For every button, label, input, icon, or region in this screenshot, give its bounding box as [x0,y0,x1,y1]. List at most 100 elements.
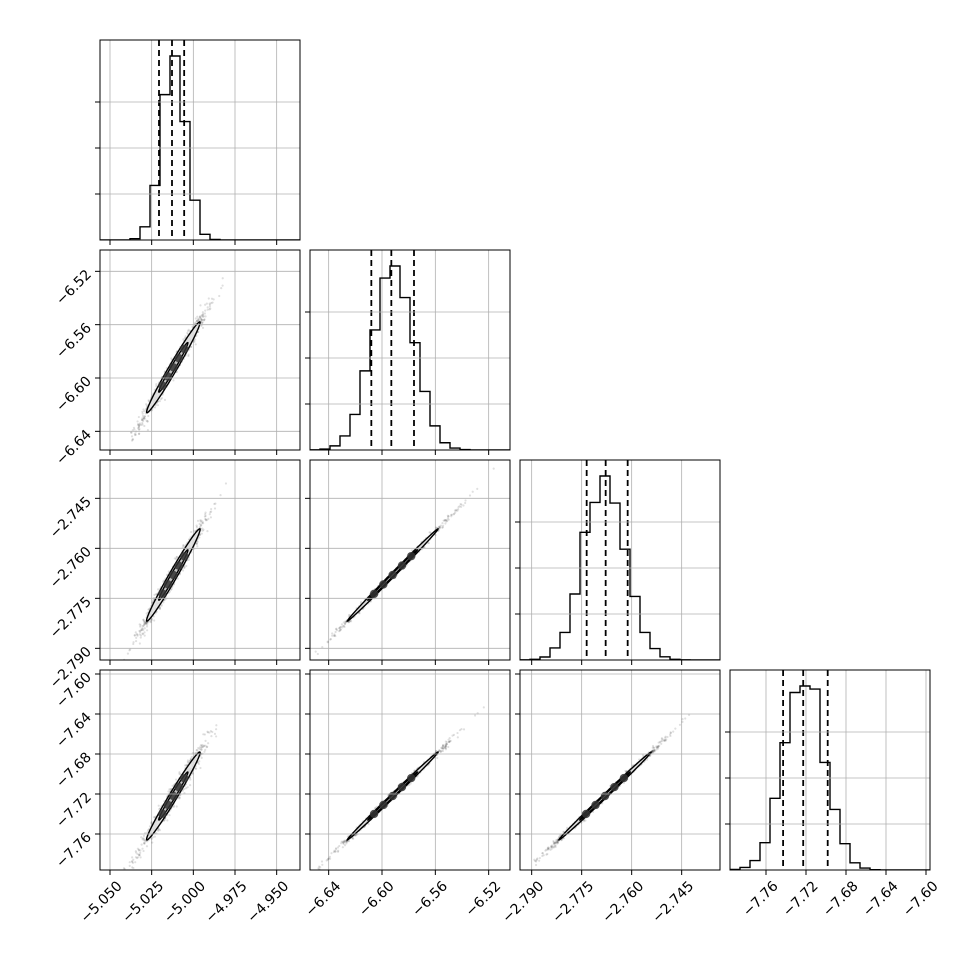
scatter-panel-1-0 [95,249,301,455]
sample-point [445,742,448,746]
sample-point [155,384,158,388]
sample-point [438,526,442,529]
sample-point [153,619,156,622]
sample-point [138,633,141,636]
sample-point [200,317,203,321]
sample-point [160,397,164,400]
sample-point [143,627,146,630]
sample-point [207,742,210,745]
sample-point [341,840,344,843]
sample-point [150,837,153,840]
sample-point [134,850,137,853]
sample-point [137,422,140,426]
sample-point [441,526,444,529]
sample-point [206,730,209,733]
sample-point [204,511,207,514]
sample-point [153,815,156,819]
density-core [407,551,416,561]
sample-point [143,631,146,634]
sample-point [142,632,145,636]
sample-point [203,733,206,736]
sample-point [201,527,204,530]
sample-point [195,767,198,770]
sample-point [210,297,214,300]
sample-point [162,579,165,582]
sample-point [131,856,134,859]
sample-point [133,432,137,435]
sample-point [170,357,173,360]
sample-point [446,517,449,520]
sample-point [201,311,204,314]
sample-point [143,622,146,625]
sample-point [460,728,463,731]
sample-point [138,629,141,633]
sample-point [147,608,150,611]
sample-point [204,514,207,518]
sample-point [141,412,144,415]
sample-point [660,739,664,743]
sample-point [449,739,452,743]
sample-point [447,738,450,741]
sample-point [663,739,666,742]
sample-point [146,420,149,423]
sample-point [194,338,197,341]
sample-point [129,431,133,434]
sample-point [444,743,447,746]
sample-point [329,638,333,641]
sample-point [201,321,204,324]
sample-point [130,860,134,863]
sample-point [145,403,148,406]
sample-point [200,524,203,527]
sample-point [198,533,202,537]
density-core [163,372,173,381]
sample-point [342,624,345,628]
sample-point [435,749,438,753]
sample-point [213,502,216,506]
sample-point [209,516,213,519]
sample-point [652,749,655,752]
sample-point [187,353,190,356]
sample-point [190,755,193,758]
sample-point [158,606,162,609]
sample-point [146,831,149,834]
sample-point [141,625,144,628]
sample-point [149,620,152,623]
sample-point [302,664,304,666]
sample-point [409,782,412,785]
density-core [379,580,388,589]
sample-point [150,821,153,824]
sample-point [157,829,160,832]
sample-point [309,875,311,877]
sample-point [140,627,143,630]
sample-point [203,515,207,518]
sample-point [210,735,213,738]
sample-point [652,746,655,749]
histogram-panel-1 [305,249,511,455]
sample-point [215,735,218,738]
sample-point [343,622,347,625]
sample-point [141,410,144,413]
sample-point [142,414,145,418]
sample-point [146,829,150,832]
sample-point [142,416,146,420]
sample-point [200,321,203,324]
sample-point [655,745,658,748]
sample-point [143,410,146,413]
sample-point [347,839,351,843]
sample-point [338,627,341,630]
sample-point [201,743,204,747]
sample-point [440,746,443,749]
sample-point [541,852,544,855]
sample-point [145,621,149,625]
sample-point [547,846,550,849]
sample-point [142,419,145,423]
sample-point [146,840,149,843]
sample-point [214,502,217,505]
sample-point [442,747,445,750]
sample-point [143,842,146,845]
sample-point [339,625,343,628]
sample-point [146,629,149,632]
sample-point [201,529,204,532]
density-core [169,570,178,580]
sample-point [181,789,184,792]
